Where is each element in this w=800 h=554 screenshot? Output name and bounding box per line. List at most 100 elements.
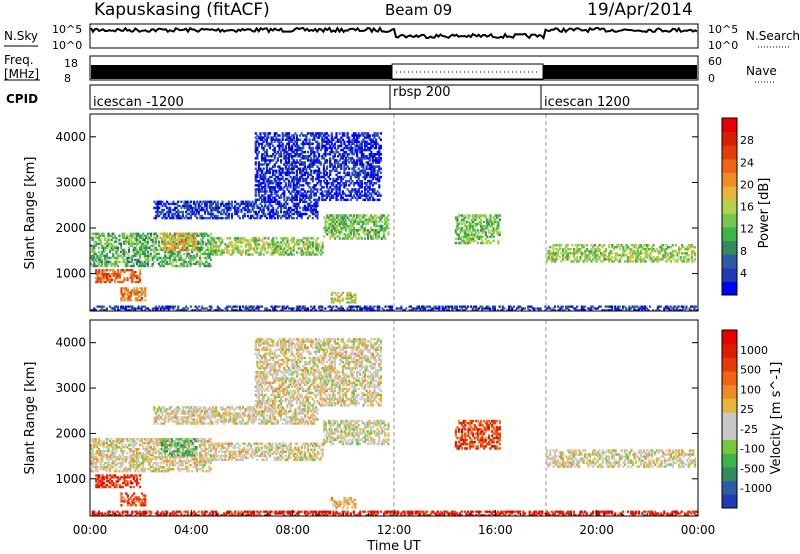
power-cell — [365, 214, 368, 217]
power-cell — [286, 171, 289, 175]
power-cell — [267, 132, 270, 135]
power-cell — [481, 229, 484, 232]
power-cell — [132, 254, 135, 258]
power-cell — [644, 256, 647, 259]
power-cell — [469, 241, 472, 245]
power-cell — [324, 153, 327, 156]
power-cell — [338, 144, 341, 148]
power-cell — [370, 163, 373, 166]
power-cell — [652, 309, 655, 312]
power-cell — [284, 155, 287, 158]
power-cell — [635, 258, 638, 261]
power-cell — [126, 258, 129, 262]
power-cell — [248, 245, 251, 248]
power-cell — [131, 307, 134, 310]
power-cell — [183, 242, 186, 246]
power-cell — [188, 216, 191, 220]
power-cell — [127, 256, 131, 260]
power-cell — [340, 198, 343, 202]
power-cell — [259, 175, 262, 179]
power-cell — [324, 224, 327, 228]
power-cell — [204, 204, 207, 208]
power-cell — [633, 252, 636, 255]
power-cell — [332, 216, 335, 219]
power-cell — [210, 248, 213, 252]
power-cell — [295, 175, 298, 179]
power-cell — [292, 188, 295, 191]
power-cell — [343, 233, 346, 236]
power-cell — [96, 236, 99, 240]
power-cell — [183, 260, 186, 264]
power-cell — [348, 305, 351, 308]
power-cell — [233, 243, 237, 246]
power-cell — [95, 269, 98, 272]
power-cell — [126, 295, 129, 298]
power-cell — [356, 190, 359, 193]
power-cell — [308, 208, 311, 212]
power-cell — [94, 252, 97, 256]
power-cell — [109, 278, 112, 282]
power-cell — [340, 226, 343, 230]
power-cell — [284, 177, 287, 181]
power-cell — [329, 229, 332, 232]
power-cell — [313, 307, 316, 310]
power-cell — [376, 134, 379, 137]
power-cell — [384, 237, 387, 240]
power-cell — [314, 177, 317, 181]
power-cell — [325, 192, 329, 195]
power-cell — [341, 192, 344, 195]
power-cell — [341, 222, 345, 226]
power-cell — [650, 246, 654, 249]
power-cell — [167, 262, 170, 266]
power-cell — [296, 241, 299, 244]
power-cell — [472, 229, 475, 232]
power-cell — [296, 243, 299, 246]
power-cell — [118, 234, 121, 238]
power-cell — [91, 309, 94, 312]
power-cell — [481, 305, 484, 308]
power-cell — [275, 243, 278, 246]
power-cell — [175, 264, 178, 268]
power-cell — [571, 252, 574, 255]
power-cell — [254, 200, 257, 204]
power-cell — [363, 218, 366, 221]
power-cell — [650, 248, 654, 251]
power-cell — [299, 153, 302, 156]
power-cell — [325, 190, 329, 193]
power-cell — [170, 216, 173, 220]
power-cell — [289, 214, 292, 218]
power-cell — [577, 309, 580, 312]
power-cell — [162, 208, 165, 212]
colorbar-swatch — [722, 186, 737, 201]
power-cell — [272, 307, 275, 310]
power-cell — [604, 248, 607, 251]
power-cell — [370, 218, 373, 221]
power-cell — [186, 254, 189, 258]
power-cell — [308, 167, 311, 170]
power-cell — [313, 150, 316, 154]
power-cell — [612, 260, 615, 263]
power-cell — [286, 157, 289, 160]
power-cell — [378, 216, 381, 219]
power-cell — [299, 159, 302, 162]
power-cell — [265, 200, 268, 204]
power-cell — [91, 232, 94, 236]
power-cell — [178, 240, 181, 244]
power-echo-region — [330, 291, 357, 304]
power-cell — [354, 297, 357, 300]
power-cell — [367, 190, 370, 193]
power-cell — [289, 198, 292, 202]
power-cell — [591, 305, 595, 308]
power-cell — [441, 307, 444, 310]
power-cell — [356, 161, 359, 164]
power-cell — [167, 234, 170, 238]
power-cell — [146, 252, 150, 256]
power-cell — [154, 236, 157, 240]
colorbar-swatch — [722, 172, 737, 187]
power-cell — [335, 134, 338, 137]
power-cell — [367, 173, 370, 177]
power-cell — [294, 243, 297, 246]
power-cell — [104, 309, 107, 312]
power-cell — [305, 249, 308, 252]
y-tick-label: 1000 — [55, 267, 86, 281]
